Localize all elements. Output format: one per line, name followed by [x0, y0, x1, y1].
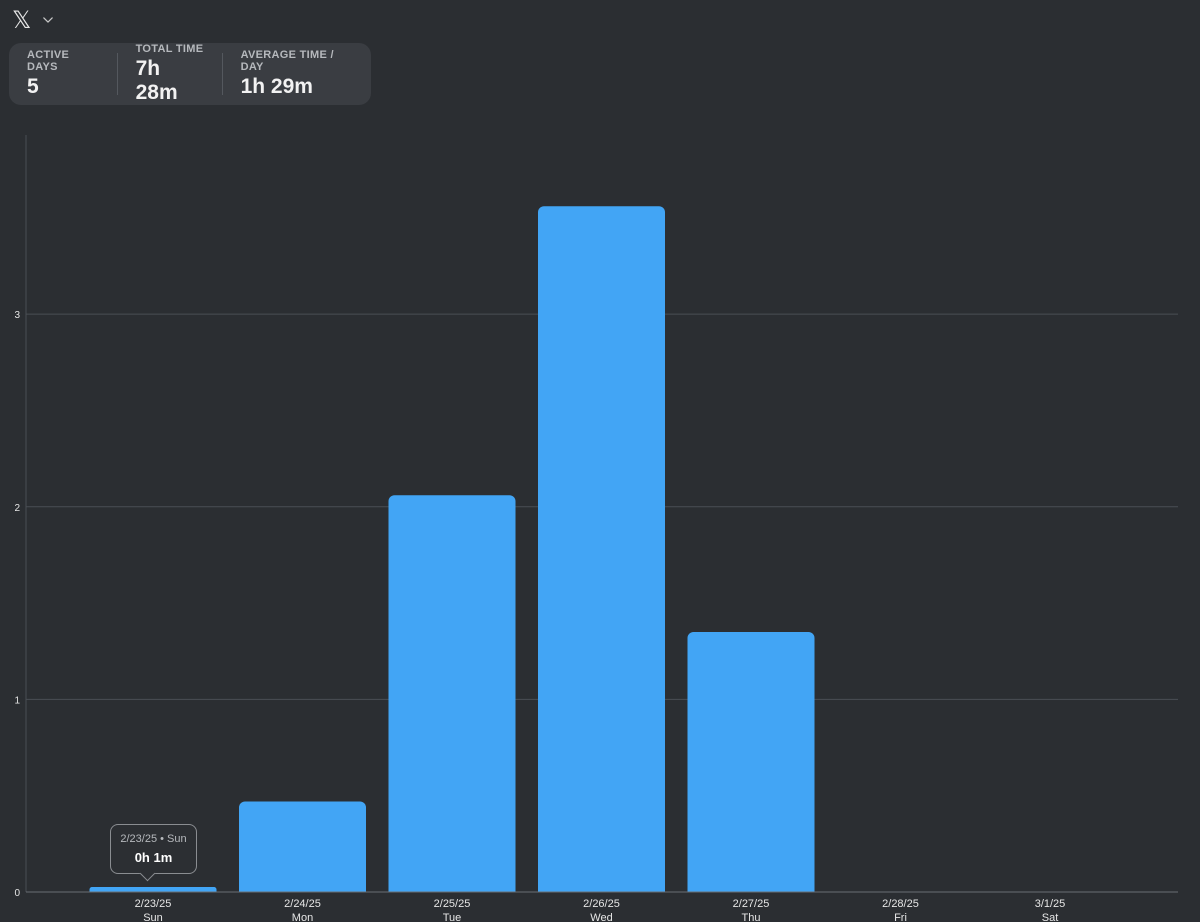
y-tick-label: 1 — [14, 695, 20, 706]
x-tick-label: 2/27/25 — [733, 898, 770, 910]
x-tick-weekday: Wed — [590, 912, 612, 922]
stat-average-time: AVERAGE TIME / DAY 1h 29m — [221, 49, 371, 98]
chevron-down-icon[interactable] — [43, 15, 54, 25]
x-tick-weekday: Tue — [443, 912, 462, 922]
x-tick-weekday: Fri — [894, 912, 907, 922]
stat-value: 1h 29m — [240, 75, 313, 98]
stats-card: ACTIVE DAYS 5 TOTAL TIME 7h 28m AVERAGE … — [9, 43, 371, 105]
stat-label: ACTIVE DAYS — [27, 49, 70, 73]
stat-value: 5 — [27, 75, 39, 98]
y-tick-label: 0 — [14, 888, 20, 899]
tooltip: 2/23/25 • Sun 0h 1m — [110, 824, 197, 874]
stat-value: 7h 28m — [135, 57, 178, 104]
baseline-mask — [26, 892, 1178, 902]
x-tick-weekday: Sun — [143, 912, 163, 922]
stat-total-time: TOTAL TIME 7h 28m — [116, 43, 222, 104]
x-tick-label: 2/25/25 — [434, 898, 471, 910]
y-tick-label: 2 — [14, 503, 20, 514]
x-tick-label: 2/28/25 — [882, 898, 919, 910]
stat-label: TOTAL TIME — [135, 43, 204, 55]
x-logo-icon[interactable]: 𝕏 — [12, 6, 32, 34]
bar — [388, 495, 516, 898]
x-tick-weekday: Sat — [1042, 912, 1059, 922]
x-tick-label: 3/1/25 — [1035, 898, 1066, 910]
bar — [687, 631, 815, 898]
x-tick-weekday: Mon — [292, 912, 313, 922]
x-tick-label: 2/26/25 — [583, 898, 620, 910]
stat-active-days: ACTIVE DAYS 5 — [9, 49, 117, 98]
x-tick-label: 2/23/25 — [135, 898, 172, 910]
x-tick-weekday: Thu — [742, 912, 761, 922]
bar — [239, 801, 366, 898]
x-tick-label: 2/24/25 — [284, 898, 321, 910]
bar — [538, 206, 665, 898]
tooltip-date: 2/23/25 • Sun — [120, 833, 187, 845]
stat-label: AVERAGE TIME / DAY — [240, 49, 334, 73]
app-header: 𝕏 — [12, 6, 54, 34]
tooltip-value: 0h 1m — [134, 850, 173, 865]
y-tick-label: 3 — [14, 310, 20, 321]
